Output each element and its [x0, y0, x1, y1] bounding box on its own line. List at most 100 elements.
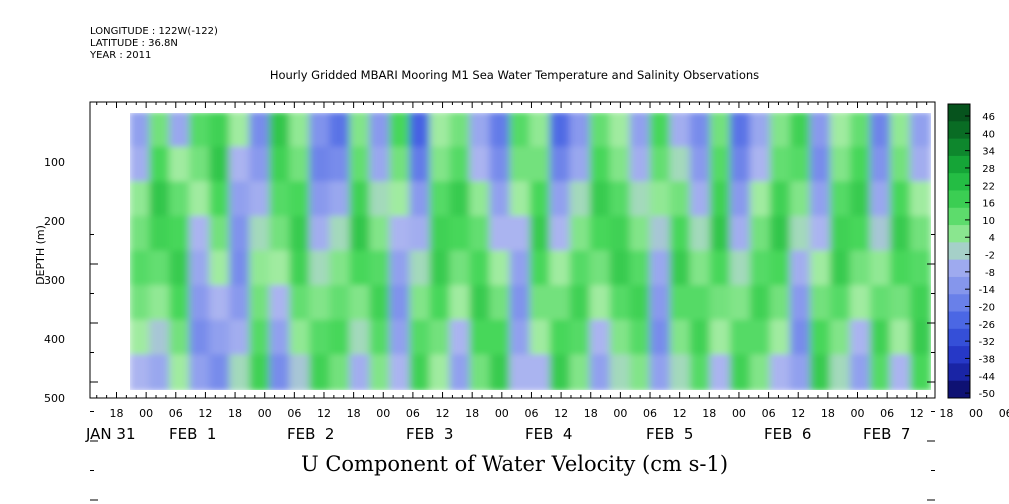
heatmap-cell [369, 215, 392, 253]
heatmap-cell [649, 146, 672, 184]
x-hour-label: 12 [436, 407, 450, 420]
heatmap-cell [449, 285, 472, 322]
heatmap-cell [709, 250, 732, 288]
latitude-label: LATITUDE : 36.8N [90, 38, 178, 49]
heatmap-cell [429, 319, 452, 357]
colorbar-swatch [948, 276, 970, 295]
x-day-label: FEB 2 [287, 425, 334, 443]
heatmap-cell [169, 146, 192, 184]
heatmap-cell [289, 146, 312, 184]
heatmap-cell [249, 354, 272, 390]
heatmap-cell [349, 146, 372, 184]
colorbar-label: -26 [979, 320, 995, 331]
heatmap-cell [729, 181, 752, 218]
heatmap-cell [349, 285, 372, 322]
heatmap-cell [429, 215, 452, 253]
heatmap-cell [529, 285, 552, 322]
x-axis: 18 00 06 12 18 00 06 12 18 00 06 12 18 00 06 12 18 00 06 12… [85, 102, 1009, 443]
x-hour-label: 06 [287, 407, 301, 420]
x-hour-label: 06 [762, 407, 776, 420]
heatmap-cell [629, 215, 652, 253]
heatmap-cell [829, 285, 852, 322]
heatmap-cell [589, 250, 612, 288]
heatmap-cell [589, 285, 612, 322]
heatmap-cell [249, 319, 272, 357]
x-hour-label: 18 [584, 407, 598, 420]
heatmap-cell [269, 250, 292, 288]
heatmap-cell [409, 319, 432, 357]
heatmap-cell [509, 285, 532, 322]
x-hour-label: 12 [910, 407, 924, 420]
x-hour-label: 06 [999, 407, 1009, 420]
heatmap-cell [389, 113, 412, 149]
heatmap-cell [910, 250, 931, 288]
heatmap-cell [209, 250, 232, 288]
heatmap-cell [910, 354, 931, 390]
heatmap-cell [589, 113, 612, 149]
x-day-label: JAN 31 [85, 425, 136, 443]
heatmap-cell [849, 146, 872, 184]
heatmap-cell [249, 285, 272, 322]
heatmap-cell [889, 113, 912, 149]
heatmap-cell [709, 113, 732, 149]
heatmap-cell [229, 181, 252, 218]
heatmap-cell [229, 146, 252, 184]
x-hour-label: 00 [732, 407, 746, 420]
heatmap-cell [229, 285, 252, 322]
heatmap-cell [149, 215, 171, 253]
heatmap-cell [229, 319, 252, 357]
heatmap-cell [389, 146, 412, 184]
heatmap-cell [889, 250, 912, 288]
heatmap-cell [569, 215, 592, 253]
heatmap-cell [229, 215, 252, 253]
colorbar-swatch [948, 328, 970, 347]
heatmap-cell [809, 319, 832, 357]
colorbar-swatch [948, 121, 970, 140]
heatmap-cell [389, 354, 412, 390]
colorbar-label: 46 [982, 112, 995, 123]
heatmap-cell [769, 181, 792, 218]
heatmap-cell [669, 354, 692, 390]
colorbar-swatch [948, 259, 970, 278]
y-tick-label: 500 [44, 392, 65, 405]
heatmap-cell [789, 215, 812, 253]
heatmap-cell [569, 285, 592, 322]
x-hour-label: 06 [524, 407, 538, 420]
heatmap-cell [489, 146, 512, 184]
colorbar-swatch [948, 138, 970, 157]
heatmap-cell [529, 215, 552, 253]
x-hour-label: 00 [139, 407, 153, 420]
heatmap-cell [769, 215, 792, 253]
heatmap-cell [169, 354, 192, 390]
heatmap-cell [709, 354, 732, 390]
heatmap-cell [849, 113, 872, 149]
x-hour-label: 12 [554, 407, 568, 420]
heatmap-cell [169, 181, 192, 218]
heatmap-cell [449, 215, 472, 253]
heatmap-cell [449, 113, 472, 149]
heatmap-cell [409, 113, 432, 149]
x-hour-label: 18 [702, 407, 716, 420]
heatmap-cell [449, 181, 472, 218]
heatmap-cell [189, 181, 212, 218]
colorbar: 46 40 34 28 22 16 10 4 -2 -8 -14 -20 -26 -32 -38 -44 -50 [947, 103, 995, 400]
chart-title: Hourly Gridded MBARI Mooring M1 Sea Wate… [269, 68, 760, 82]
heatmap-cell [249, 215, 272, 253]
colorbar-label: -20 [979, 302, 995, 313]
heatmap-cell [589, 181, 612, 218]
y-tick-label: 100 [44, 156, 65, 169]
x-hour-label: 00 [258, 407, 272, 420]
x-hour-label: 00 [851, 407, 865, 420]
heatmap-cell [349, 319, 372, 357]
heatmap-cell [869, 215, 892, 253]
heatmap-cell [789, 146, 812, 184]
heatmap-cell [249, 146, 272, 184]
colorbar-label: 22 [982, 181, 995, 192]
colorbar-label: -14 [979, 285, 995, 296]
colorbar-label: 28 [982, 164, 995, 175]
heatmap-cell [849, 285, 872, 322]
x-day-label: FEB 1 [169, 425, 216, 443]
heatmap-cell [829, 319, 852, 357]
heatmap-cell [609, 181, 632, 218]
heatmap-cell [689, 354, 712, 390]
